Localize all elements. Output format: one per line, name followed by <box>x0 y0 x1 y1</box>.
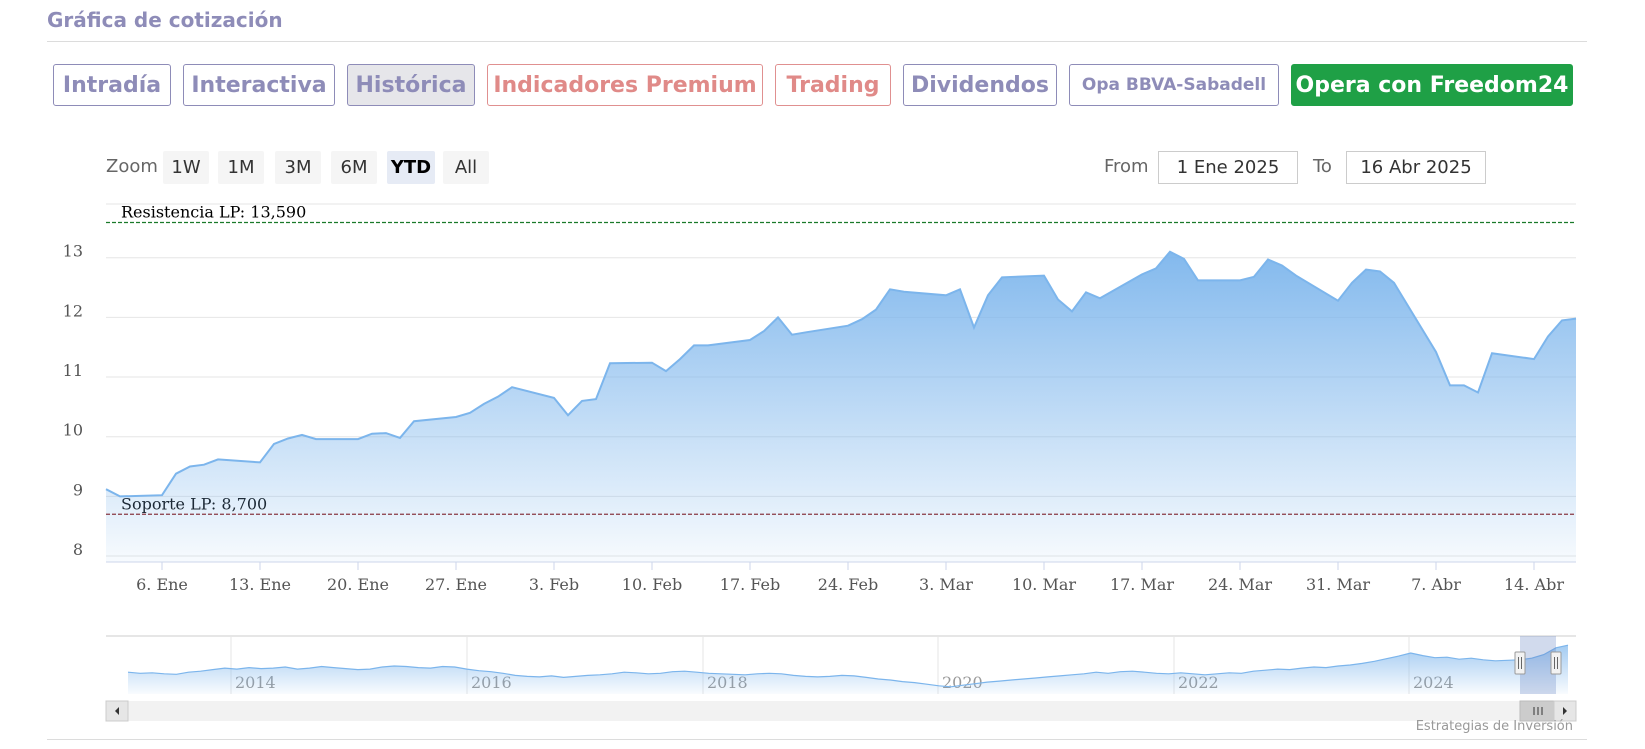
tab-indicadores-premium[interactable]: Indicadores Premium <box>487 64 763 106</box>
scroll-right-button[interactable] <box>1553 700 1577 722</box>
x-tick-label: 14. Abr <box>1504 575 1564 594</box>
reference-line-label: Soporte LP: 8,700 <box>121 494 267 513</box>
navigator-year-label: 2024 <box>1413 673 1454 692</box>
zoom-button-3m[interactable]: 3M <box>275 151 321 184</box>
range-to-label: To <box>1313 156 1332 177</box>
zoom-button-1w[interactable]: 1W <box>163 151 209 184</box>
x-tick-label: 7. Abr <box>1411 575 1461 594</box>
y-tick-label: 10 <box>63 421 83 440</box>
y-tick-label: 11 <box>63 361 83 380</box>
x-tick-label: 10. Mar <box>1012 575 1076 594</box>
y-tick-label: 9 <box>73 480 83 499</box>
section-title: Gráfica de cotización <box>47 8 283 32</box>
x-tick-label: 13. Ene <box>229 575 291 594</box>
tab-dividendos[interactable]: Dividendos <box>903 64 1057 106</box>
x-tick-label: 6. Ene <box>136 575 188 594</box>
zoom-label: Zoom <box>106 156 158 177</box>
price-series <box>105 250 1577 563</box>
x-tick-label: 3. Mar <box>919 575 973 594</box>
navigator-year-label: 2016 <box>471 673 512 692</box>
x-tick-label: 17. Feb <box>720 575 780 594</box>
navigator-year-label: 2022 <box>1178 673 1219 692</box>
x-tick-label: 20. Ene <box>327 575 389 594</box>
navigator-line <box>127 644 1569 688</box>
x-tick-label: 24. Mar <box>1208 575 1272 594</box>
freedom24-button[interactable]: Opera con Freedom24 <box>1291 64 1573 106</box>
navigator-handle[interactable] <box>1550 651 1562 675</box>
x-axis-labels: 6. Ene 13. Ene 20. Ene 27. Ene 3. Feb 10. Feb… <box>136 562 1564 594</box>
y-axis-labels: 8 9 10 11 12 13 <box>63 242 83 559</box>
price-line <box>105 250 1577 498</box>
zoom-button-1m[interactable]: 1M <box>218 151 264 184</box>
tab-interactiva[interactable]: Interactiva <box>183 64 335 106</box>
y-tick-label: 13 <box>63 242 83 261</box>
scroll-left-button[interactable] <box>105 700 129 722</box>
bottom-divider <box>47 739 1587 740</box>
x-tick-label: 3. Feb <box>529 575 579 594</box>
navigator-year-label: 2020 <box>942 673 983 692</box>
y-tick-label: 8 <box>73 540 83 559</box>
x-tick-label: 27. Ene <box>425 575 487 594</box>
range-from-input[interactable]: 1 Ene 2025 <box>1158 151 1298 184</box>
x-tick-label: 24. Feb <box>818 575 878 594</box>
x-tick-label: 31. Mar <box>1306 575 1370 594</box>
reference-line-label: Resistencia LP: 13,590 <box>121 202 306 221</box>
y-tick-label: 12 <box>63 301 83 320</box>
y-grid <box>106 203 1576 557</box>
chart-credit: Estrategias de Inversión <box>1415 719 1573 734</box>
x-tick-label: 10. Feb <box>622 575 682 594</box>
navigator-year-label: 2014 <box>235 673 276 692</box>
x-tick-label: 17. Mar <box>1110 575 1174 594</box>
zoom-button-6m[interactable]: 6M <box>331 151 377 184</box>
range-from-label: From <box>1104 156 1149 177</box>
navigator-handle[interactable] <box>1514 651 1526 675</box>
tab-opa-bbva-sabadell[interactable]: Opa BBVA-Sabadell <box>1069 64 1279 106</box>
price-area <box>106 251 1576 562</box>
zoom-button-all[interactable]: All <box>443 151 489 184</box>
navigator-year-label: 2018 <box>707 673 748 692</box>
tab-historica[interactable]: Histórica <box>347 64 475 106</box>
scrollbar-thumb[interactable] <box>1519 700 1557 722</box>
zoom-button-ytd[interactable]: YTD <box>387 151 435 184</box>
navigator: 2014 2016 2018 2020 2022 2024 <box>105 635 1577 722</box>
tab-trading[interactable]: Trading <box>775 64 891 106</box>
title-divider <box>47 41 1587 42</box>
navigator-selection[interactable] <box>1520 636 1556 694</box>
scrollbar-track[interactable] <box>106 701 1576 721</box>
reference-lines: Resistencia LP: 13,590 Soporte LP: 8,700 <box>106 202 1576 515</box>
range-to-input[interactable]: 16 Abr 2025 <box>1346 151 1486 184</box>
tab-intradia[interactable]: Intradía <box>53 64 171 106</box>
navigator-area <box>128 645 1568 694</box>
